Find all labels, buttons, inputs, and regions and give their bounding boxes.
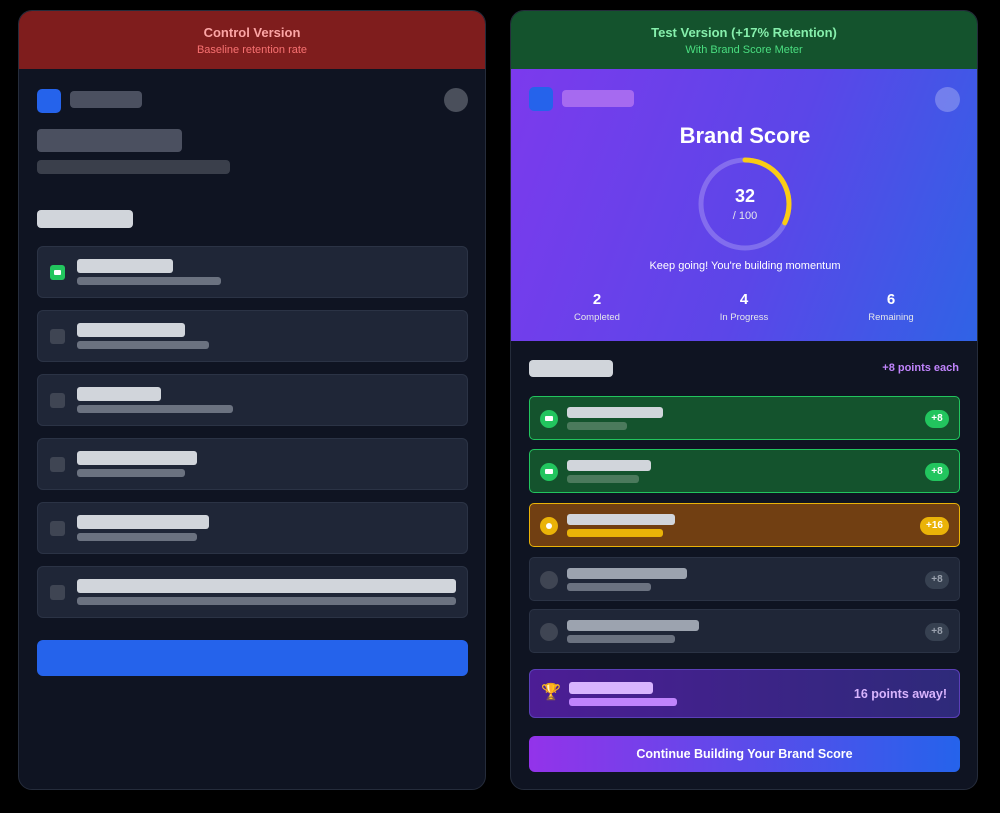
control-panel: Control Version Baseline retention rate — [18, 10, 486, 790]
task-desc-placeholder — [77, 341, 209, 349]
score-value: 32 — [734, 186, 756, 206]
control-task-item[interactable] — [37, 374, 468, 426]
task-title-placeholder — [567, 514, 675, 525]
points-badge: +8 — [925, 623, 949, 641]
control-task-item[interactable] — [37, 566, 468, 618]
test-title: Test Version (+17% Retention) — [651, 25, 837, 40]
task-title-placeholder — [77, 515, 209, 529]
points-badge: +16 — [920, 517, 949, 535]
stat-label: Remaining — [868, 312, 914, 323]
stat-value: 6 — [886, 291, 896, 308]
points-each-label: +8 points each — [882, 362, 959, 374]
task-desc-placeholder — [567, 422, 627, 430]
task-title-placeholder — [77, 451, 197, 465]
avatar[interactable] — [444, 88, 468, 112]
task-title-placeholder — [567, 407, 663, 418]
control-task-item[interactable] — [37, 310, 468, 362]
reward-desc-placeholder — [569, 698, 677, 706]
app-name-placeholder — [70, 91, 142, 108]
task-desc-placeholder — [77, 597, 456, 605]
test-task-item-current[interactable]: +16 — [529, 503, 960, 547]
checkbox-icon[interactable] — [50, 457, 65, 472]
task-title-placeholder — [567, 568, 687, 579]
avatar[interactable] — [935, 87, 960, 112]
task-title-placeholder — [77, 579, 456, 593]
points-away-text: 16 points away! — [853, 687, 947, 701]
control-title: Control Version — [203, 25, 301, 40]
stat-remaining: 6 Remaining — [831, 291, 951, 323]
page-subtitle-placeholder — [37, 160, 230, 174]
section-heading-placeholder — [529, 360, 613, 377]
control-task-item[interactable] — [37, 438, 468, 490]
task-title-placeholder — [77, 387, 161, 401]
points-badge: +8 — [925, 410, 949, 428]
reward-title-placeholder — [569, 682, 653, 694]
control-task-item[interactable] — [37, 246, 468, 298]
task-desc-placeholder — [567, 475, 639, 483]
checkbox-icon[interactable] — [50, 585, 65, 600]
test-task-item[interactable]: +8 — [529, 557, 960, 601]
check-circle-icon[interactable] — [540, 410, 558, 428]
stat-in-progress: 4 In Progress — [684, 291, 804, 323]
task-desc-placeholder — [77, 277, 221, 285]
test-task-item[interactable]: +8 — [529, 396, 960, 440]
task-title-placeholder — [567, 460, 651, 471]
motivation-message: Keep going! You're building momentum — [649, 260, 841, 272]
control-subtitle: Baseline retention rate — [196, 44, 308, 56]
trophy-icon: 🏆 — [541, 684, 561, 701]
stat-label: In Progress — [719, 312, 769, 323]
next-reward-card: 🏆 16 points away! — [529, 669, 960, 718]
task-desc-placeholder — [77, 405, 233, 413]
test-subtitle: With Brand Score Meter — [685, 44, 803, 56]
points-badge: +8 — [925, 463, 949, 481]
continue-building-button[interactable]: Continue Building Your Brand Score — [529, 736, 960, 772]
task-title-placeholder — [77, 323, 185, 337]
app-logo-icon — [529, 87, 553, 111]
task-desc-placeholder — [77, 533, 197, 541]
brand-score-hero: Brand Score 32 / 100 Keep going! You're … — [511, 69, 977, 341]
checkbox-icon[interactable] — [50, 393, 65, 408]
test-header: Test Version (+17% Retention) With Brand… — [511, 11, 977, 69]
score-ring — [698, 157, 792, 251]
test-task-item[interactable]: +8 — [529, 609, 960, 653]
stat-value: 2 — [592, 291, 602, 308]
control-primary-button[interactable] — [37, 640, 468, 676]
checkbox-icon[interactable] — [50, 521, 65, 536]
test-panel: Test Version (+17% Retention) With Brand… — [510, 10, 978, 790]
in-progress-dot-icon[interactable] — [540, 517, 558, 535]
task-desc-placeholder — [567, 635, 675, 643]
test-task-item[interactable]: +8 — [529, 449, 960, 493]
checkbox-icon[interactable] — [50, 329, 65, 344]
task-title-placeholder — [567, 620, 699, 631]
stat-value: 4 — [739, 291, 749, 308]
stat-completed: 2 Completed — [537, 291, 657, 323]
task-desc-placeholder — [77, 469, 185, 477]
control-task-item[interactable] — [37, 502, 468, 554]
checkbox-checked-icon[interactable] — [50, 265, 65, 280]
score-max: / 100 — [732, 210, 758, 222]
task-desc-placeholder — [567, 583, 651, 591]
points-badge: +8 — [925, 571, 949, 589]
task-title-placeholder — [77, 259, 173, 273]
empty-circle-icon[interactable] — [540, 623, 558, 641]
check-circle-icon[interactable] — [540, 463, 558, 481]
task-progress-bar — [567, 529, 663, 537]
app-name-placeholder — [562, 90, 634, 107]
stat-label: Completed — [574, 312, 620, 323]
page-title-placeholder — [37, 129, 182, 152]
section-heading-placeholder — [37, 210, 133, 228]
score-ring-progress — [698, 157, 792, 251]
brand-score-title: Brand Score — [679, 123, 811, 148]
empty-circle-icon[interactable] — [540, 571, 558, 589]
control-header: Control Version Baseline retention rate — [19, 11, 485, 69]
app-logo-icon — [37, 89, 61, 113]
